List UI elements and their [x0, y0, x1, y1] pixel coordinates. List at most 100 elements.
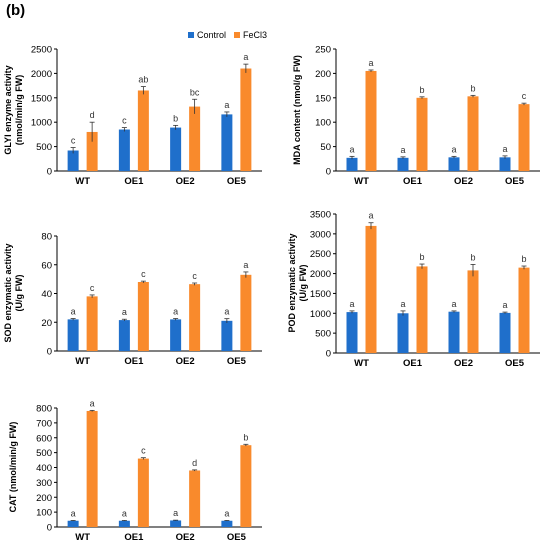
- significance-label: ab: [138, 75, 148, 85]
- bar-control-wt: [67, 520, 79, 527]
- significance-label: a: [71, 508, 76, 518]
- y-axis-title-line: SOD enzymatic activity: [3, 243, 13, 342]
- bar-control-oe2: [170, 319, 182, 351]
- bar-fecl3-oe2: [189, 106, 201, 171]
- legend-swatch-fecl3: [234, 32, 241, 38]
- significance-label: c: [122, 116, 127, 126]
- bar-control-oe1: [397, 157, 409, 171]
- x-tick-label: OE1: [124, 176, 144, 187]
- bar-control-oe2: [448, 157, 460, 171]
- bar-control-oe5: [221, 320, 233, 351]
- y-axis-title: GLYI enzyme activity(nmol/min/g FW): [3, 65, 24, 154]
- significance-label: a: [368, 211, 373, 221]
- bar-fecl3-wt: [365, 225, 377, 353]
- bar-fecl3-oe5: [240, 68, 252, 171]
- y-tick-label: 2500: [31, 45, 52, 56]
- bar-control-oe1: [118, 520, 130, 527]
- bar-fecl3-oe1: [137, 90, 149, 171]
- bar-fecl3-wt: [86, 296, 98, 351]
- significance-label: a: [173, 508, 178, 518]
- significance-label: d: [90, 110, 95, 120]
- x-tick-label: OE2: [454, 358, 473, 369]
- y-axis-title: POD enzymatic activity(U/g FW): [287, 233, 308, 332]
- significance-label: b: [470, 252, 475, 262]
- significance-label: c: [192, 271, 197, 281]
- chart-panel-1: 0 500 1000 1500 2000 2500 GLYI enzyme activity…: [3, 45, 262, 187]
- bar-control-oe2: [170, 127, 182, 171]
- y-tick-label: 1000: [31, 118, 52, 129]
- significance-label: a: [243, 52, 248, 62]
- bar-control-wt: [67, 150, 79, 171]
- y-tick-label: 60: [41, 260, 52, 271]
- y-axis-title: SOD enzymatic activity(U/g FW): [3, 243, 24, 342]
- bar-control-wt: [346, 312, 358, 353]
- y-tick-label: 2000: [31, 69, 52, 80]
- bar-fecl3-wt: [365, 70, 377, 171]
- y-tick-label: 200: [36, 493, 52, 504]
- x-tick-label: WT: [75, 176, 90, 187]
- bar-fecl3-oe2: [189, 284, 201, 351]
- chart-panel-4: 0 500 1000 1500 2000 2500 3000 3500 POD enzymati…: [287, 210, 540, 369]
- x-tick-label: OE1: [403, 358, 423, 369]
- legend: Control FeCl3: [188, 30, 267, 40]
- y-tick-label: 100: [36, 508, 52, 519]
- bar-control-oe1: [118, 129, 130, 171]
- y-tick-label: 2500: [310, 249, 331, 260]
- x-tick-label: OE5: [505, 358, 525, 369]
- y-tick-label: 0: [47, 523, 52, 534]
- x-tick-label: OE5: [227, 532, 247, 543]
- significance-label: a: [451, 299, 456, 309]
- y-tick-label: 700: [36, 418, 52, 429]
- x-tick-label: OE5: [227, 176, 247, 187]
- bar-fecl3-oe1: [137, 458, 149, 527]
- bar-fecl3-oe5: [518, 267, 530, 353]
- x-tick-label: OE5: [505, 176, 525, 187]
- chart-panel-2: 0 50 100 150 200 250 MDA content (nmol/g FW) WT…: [292, 45, 540, 187]
- significance-label: a: [122, 508, 127, 518]
- significance-label: a: [400, 299, 405, 309]
- bar-fecl3-oe1: [416, 97, 428, 171]
- y-tick-label: 2000: [310, 269, 331, 280]
- y-axis-title: MDA content (nmol/g FW): [292, 55, 302, 165]
- bar-fecl3-oe2: [467, 96, 479, 171]
- legend-item-fecl3: FeCl3: [234, 30, 267, 40]
- y-axis-title-line: (U/g FW): [298, 265, 308, 302]
- significance-label: a: [451, 144, 456, 154]
- significance-label: b: [521, 254, 526, 264]
- y-tick-label: 500: [315, 329, 331, 340]
- bar-control-oe5: [499, 312, 511, 353]
- y-tick-label: 40: [41, 289, 52, 300]
- x-tick-label: OE1: [124, 356, 144, 367]
- y-tick-label: 0: [326, 349, 331, 360]
- significance-label: a: [400, 145, 405, 155]
- significance-label: c: [141, 446, 146, 456]
- x-tick-label: OE1: [124, 532, 144, 543]
- significance-label: d: [192, 458, 197, 468]
- x-tick-label: OE2: [176, 176, 195, 187]
- significance-label: bc: [190, 87, 200, 97]
- y-tick-label: 3500: [310, 210, 331, 221]
- significance-label: a: [349, 144, 354, 154]
- significance-label: a: [224, 100, 229, 110]
- y-tick-label: 1500: [31, 93, 52, 104]
- y-tick-label: 600: [36, 433, 52, 444]
- significance-label: a: [173, 307, 178, 317]
- y-axis-title-line: POD enzymatic activity: [287, 233, 297, 332]
- x-tick-label: WT: [354, 358, 369, 369]
- x-tick-label: WT: [75, 532, 90, 543]
- significance-label: a: [71, 307, 76, 317]
- significance-label: c: [141, 269, 146, 279]
- legend-label-fecl3: FeCl3: [243, 30, 268, 40]
- bar-control-oe2: [170, 520, 182, 527]
- bar-fecl3-oe5: [518, 104, 530, 171]
- y-tick-label: 80: [41, 232, 52, 243]
- y-axis-title-line: (U/g FW): [14, 275, 24, 312]
- y-tick-label: 1500: [310, 289, 331, 300]
- y-tick-label: 0: [326, 167, 331, 178]
- bar-fecl3-wt: [86, 131, 98, 171]
- bar-control-wt: [67, 319, 79, 351]
- bar-control-oe5: [221, 520, 233, 527]
- y-tick-label: 50: [320, 142, 331, 153]
- y-axis-title-line: (nmol/min/g FW): [14, 75, 24, 145]
- y-tick-label: 300: [36, 478, 52, 489]
